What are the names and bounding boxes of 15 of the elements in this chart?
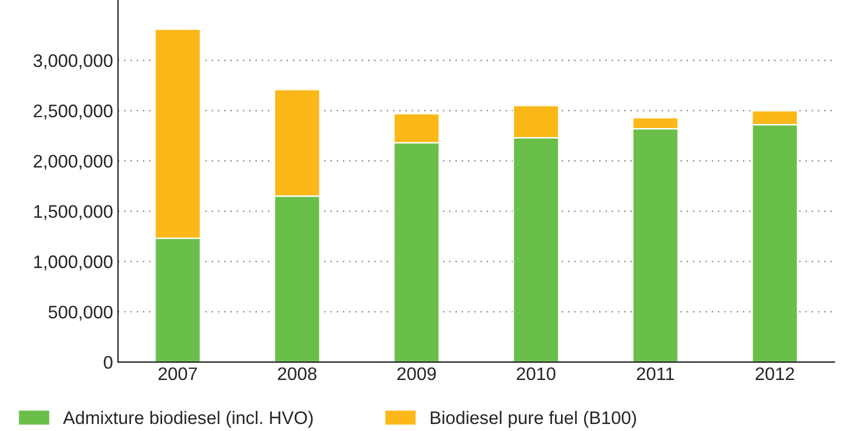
y-tick-label: 500,000 — [48, 306, 112, 321]
legend-label: Admixture biodiesel (incl. HVO) — [62, 410, 313, 428]
y-tick-label: 3,000,000 — [34, 54, 112, 70]
x-tick-label: 2012 — [756, 367, 794, 380]
y-tick-label: 2,500,000 — [34, 104, 112, 120]
x-tick-label: 2008 — [278, 367, 316, 380]
y-tick-label: 1,500,000 — [34, 205, 112, 220]
x-tick-label: 2011 — [636, 367, 674, 380]
x-tick-label: 2009 — [397, 367, 436, 380]
y-tick-label: 2,000,000 — [34, 154, 112, 170]
y-tick-label: 0 — [104, 356, 112, 369]
x-tick-label: 2010 — [516, 367, 556, 380]
x-tick-label: 2007 — [158, 367, 197, 380]
y-tick-label: 1,000,000 — [34, 255, 112, 270]
legend-label: Biodiesel pure fuel (B100) — [430, 410, 636, 428]
